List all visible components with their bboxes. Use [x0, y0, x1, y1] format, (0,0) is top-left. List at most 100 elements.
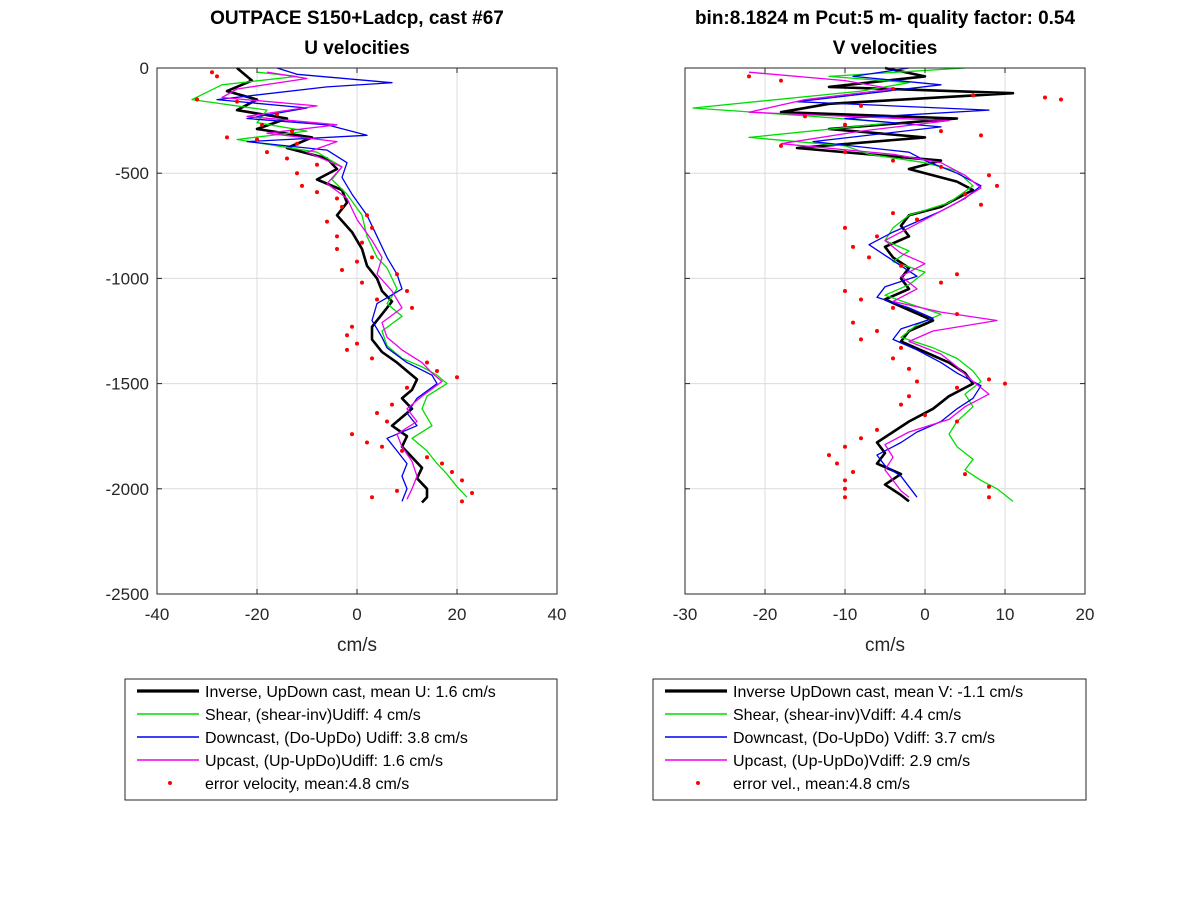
right-plot-area	[692, 66, 1063, 503]
right-x-tick-label: 10	[996, 605, 1015, 624]
right-error-velocity-point	[907, 366, 911, 371]
right-error-velocity-point	[979, 202, 983, 207]
right-error-velocity-point	[899, 345, 903, 350]
left-error-velocity-point	[405, 385, 409, 390]
left-series-line-3	[221, 71, 443, 500]
right-error-velocity-point	[875, 234, 879, 239]
left-error-velocity-point	[300, 183, 304, 188]
right-error-velocity-point	[923, 413, 927, 418]
left-error-velocity-point	[455, 375, 459, 380]
right-grid	[685, 68, 1085, 594]
right-error-velocity-point	[891, 87, 895, 92]
left-error-velocity-point	[400, 448, 404, 453]
right-x-tick-label: -30	[673, 605, 698, 624]
left-error-velocity-point	[265, 150, 269, 155]
left-legend-label: Inverse, UpDown cast, mean U: 1.6 cm/s	[205, 684, 496, 701]
left-error-velocity-point	[360, 240, 364, 245]
left-y-ticks: 0 -500 -1000 -1500 -2000 -2500	[106, 59, 557, 604]
right-error-velocity-point	[955, 272, 959, 277]
left-error-velocity-point	[210, 70, 214, 75]
right-error-velocity-point	[891, 211, 895, 216]
left-error-velocity-point	[345, 333, 349, 338]
right-error-velocity-point	[1003, 381, 1007, 386]
right-x-tick-label: -20	[753, 605, 778, 624]
right-legend-box	[652, 678, 1087, 801]
left-legend: Inverse, UpDown cast, mean U: 1.6 cm/s Sh…	[124, 678, 558, 801]
left-y-tick-label: 0	[140, 59, 149, 78]
left-x-ticks: -40 -20 0 20 40	[145, 68, 567, 624]
right-error-velocity-point	[747, 74, 751, 79]
left-y-tick-label: -1500	[106, 375, 149, 394]
left-error-velocity-point	[235, 99, 239, 104]
left-error-velocity-point	[380, 444, 384, 449]
left-title: OUTPACE S150+Ladcp, cast #67	[210, 8, 504, 29]
right-error-velocity-point	[971, 93, 975, 98]
left-error-velocity-point	[410, 305, 414, 310]
left-error-velocity-point	[370, 356, 374, 361]
right-error-velocity-point	[779, 78, 783, 83]
right-error-velocity-point	[955, 312, 959, 317]
right-y-ticks	[685, 67, 1085, 595]
right-error-velocity-point	[875, 427, 879, 432]
left-error-velocity-point	[385, 419, 389, 424]
right-legend-label: Inverse UpDown cast, mean V: -1.1 cm/s	[733, 684, 1023, 701]
left-error-velocity-point	[340, 204, 344, 209]
left-error-velocity-point	[395, 272, 399, 277]
right-error-velocity-point	[859, 436, 863, 441]
left-error-velocity-point	[215, 74, 219, 79]
right-error-velocity-point	[843, 444, 847, 449]
left-error-velocity-point	[405, 289, 409, 294]
left-legend-label: error velocity, mean:4.8 cm/s	[205, 776, 409, 793]
left-legend-label: Downcast, (Do-UpDo) Udiff: 3.8 cm/s	[205, 730, 468, 747]
left-error-velocity-point	[360, 280, 364, 285]
right-error-velocity-point	[899, 263, 903, 268]
left-x-tick-label: 40	[548, 605, 567, 624]
right-axes: -30 -20 -10 0 10 20 cm/s	[673, 66, 1094, 656]
left-error-velocity-point	[375, 297, 379, 302]
left-legend-label: Shear, (shear-inv)Udiff: 4 cm/s	[205, 707, 421, 724]
right-error-velocity-point	[843, 122, 847, 127]
left-error-velocity-point	[370, 255, 374, 260]
right-error-velocity-point	[939, 129, 943, 134]
left-series-line-1	[191, 71, 468, 498]
left-error-velocity-point	[450, 469, 454, 474]
left-error-velocity-point	[285, 156, 289, 161]
left-series-line-2	[216, 67, 438, 502]
left-error-velocity-point	[295, 171, 299, 176]
right-error-velocity-point	[963, 192, 967, 197]
right-error-velocity-point	[891, 158, 895, 163]
right-error-velocity-point	[987, 484, 991, 489]
right-legend: Inverse UpDown cast, mean V: -1.1 cm/s Sh…	[652, 678, 1087, 801]
right-error-velocity-point	[915, 379, 919, 384]
left-error-velocity-point	[345, 347, 349, 352]
left-error-velocity-point	[195, 97, 199, 102]
left-x-tick-label: -40	[145, 605, 170, 624]
left-error-velocity-point	[375, 411, 379, 416]
right-error-velocity-point	[1043, 95, 1047, 100]
right-error-velocity-point	[851, 244, 855, 249]
right-error-velocity-point	[939, 164, 943, 169]
right-error-velocity-point	[875, 329, 879, 333]
left-error-velocity-point	[260, 122, 264, 127]
right-error-velocity-point	[955, 419, 959, 424]
left-error-velocity-point	[315, 162, 319, 167]
right-error-velocity-point	[987, 377, 991, 382]
left-error-velocity-point	[370, 495, 374, 500]
left-error-velocity-point	[355, 259, 359, 264]
right-error-velocity-point	[867, 255, 871, 260]
right-error-velocity-point	[939, 280, 943, 285]
right-error-velocity-point	[955, 385, 959, 390]
left-x-tick-label: 0	[352, 605, 361, 624]
left-x-tick-label: 20	[448, 605, 467, 624]
right-subtitle: V velocities	[833, 38, 938, 59]
left-legend-box	[124, 678, 558, 801]
left-x-label: cm/s	[337, 635, 377, 656]
left-error-velocity-point	[350, 432, 354, 437]
left-error-velocity-point	[295, 141, 299, 146]
right-series-line-3	[748, 71, 998, 498]
right-error-velocity-point	[843, 478, 847, 483]
left-error-velocity-point	[460, 499, 464, 504]
left-y-tick-label: -2000	[106, 480, 149, 499]
right-title: bin:8.1824 m Pcut:5 m- quality factor: 0…	[695, 8, 1076, 29]
left-error-velocity-point	[335, 234, 339, 239]
